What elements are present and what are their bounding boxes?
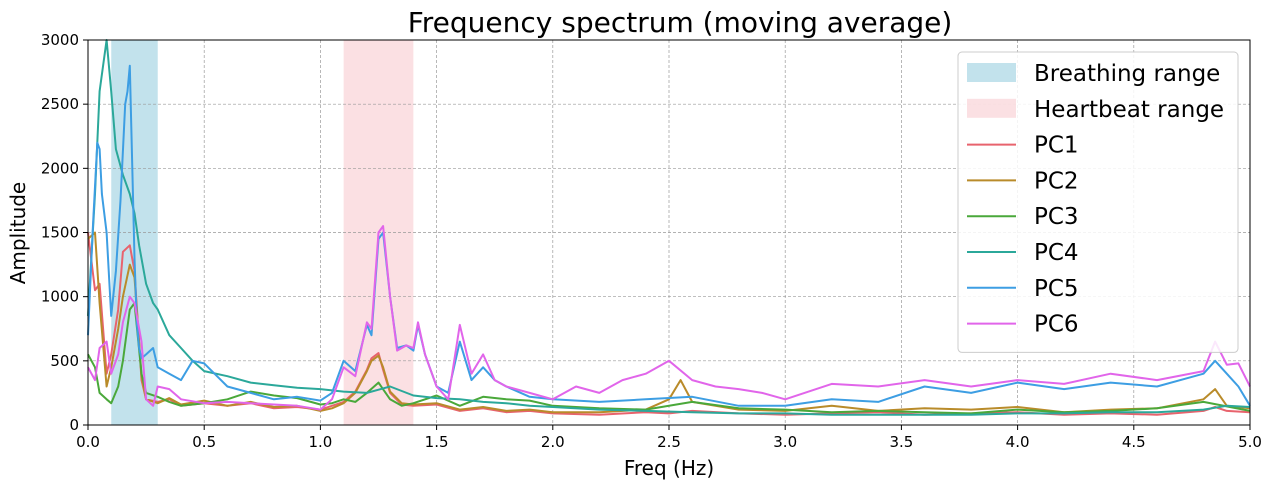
legend-swatch <box>967 98 1016 118</box>
series-line-pc6 <box>87 225 1251 411</box>
legend-label: PC1 <box>1034 133 1079 159</box>
chart-title: Frequency spectrum (moving average) <box>408 6 953 39</box>
legend-swatch <box>967 63 1016 82</box>
series-lines <box>87 39 1251 416</box>
x-tick-label: 3.0 <box>773 433 797 451</box>
y-axis-ticks: 0 500 1000 1500 2000 2500 3000 <box>41 31 88 434</box>
y-axis-label: Amplitude <box>6 182 30 285</box>
y-tick-label: 2500 <box>41 95 79 113</box>
x-tick-label: 2.5 <box>657 433 681 451</box>
y-tick-label: 500 <box>50 352 79 370</box>
y-tick-label: 1000 <box>41 288 79 306</box>
legend-box <box>957 51 1239 353</box>
x-tick-label: 0.5 <box>192 433 216 451</box>
x-tick-label: 1.5 <box>425 433 449 451</box>
y-tick-label: 1500 <box>41 224 79 242</box>
x-tick-label: 5.0 <box>1238 433 1262 451</box>
x-tick-label: 2.0 <box>541 433 565 451</box>
x-axis-label: Freq (Hz) <box>624 456 714 480</box>
legend-label: Breathing range <box>1034 61 1220 87</box>
y-tick-label: 0 <box>69 416 79 434</box>
y-tick-label: 3000 <box>41 31 79 49</box>
legend-label: PC2 <box>1034 168 1079 194</box>
legend: Breathing range Heartbeat range PC1 PC2 PC3 P… <box>957 51 1239 353</box>
series-line-pc5 <box>87 64 1251 407</box>
x-tick-label: 4.5 <box>1122 433 1146 451</box>
legend-label: Heartbeat range <box>1034 97 1224 123</box>
x-tick-label: 4.0 <box>1006 433 1030 451</box>
x-axis-ticks: 0.0 0.5 1.0 1.5 2.0 2.5 3.0 3.5 4.0 4.5 5.0 <box>76 425 1262 451</box>
y-tick-label: 2000 <box>41 159 79 177</box>
x-tick-label: 3.5 <box>889 433 913 451</box>
x-tick-label: 0.0 <box>76 433 100 451</box>
legend-label: PC5 <box>1034 276 1079 302</box>
legend-label: PC6 <box>1034 312 1079 338</box>
legend-label: PC3 <box>1034 204 1079 230</box>
x-tick-label: 1.0 <box>308 433 332 451</box>
legend-label: PC4 <box>1034 240 1079 266</box>
